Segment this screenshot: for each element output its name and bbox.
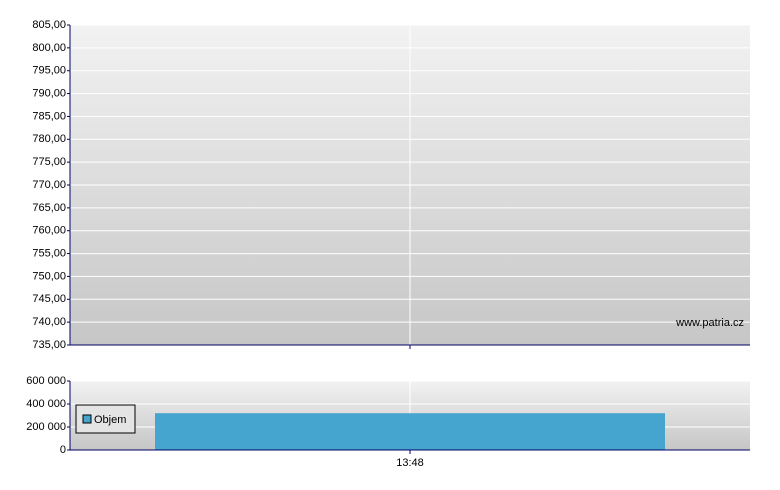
y-tick-label: 735,00 — [32, 339, 66, 351]
y-tick-label: 765,00 — [32, 202, 66, 214]
y-tick-label: 750,00 — [32, 270, 66, 282]
y-tick-label: 800,00 — [32, 42, 66, 54]
y-tick-label: 770,00 — [32, 179, 66, 191]
legend-swatch — [82, 414, 92, 424]
y-tick-label: 755,00 — [32, 247, 66, 259]
y-tick-label: 775,00 — [32, 156, 66, 168]
x-tick-label: 13:48 — [396, 457, 424, 469]
y-tick-label: 600 000 — [26, 375, 66, 387]
y-tick-label: 200 000 — [26, 421, 66, 433]
y-tick-label: 0 — [60, 444, 66, 456]
y-tick-label: 400 000 — [26, 398, 66, 410]
y-tick-label: 745,00 — [32, 293, 66, 305]
y-tick-label: 785,00 — [32, 110, 66, 122]
y-tick-label: 805,00 — [32, 19, 66, 31]
y-tick-label: 760,00 — [32, 225, 66, 237]
bar — [155, 413, 665, 450]
y-tick-label: 740,00 — [32, 316, 66, 328]
watermark: www.patria.cz — [675, 317, 744, 329]
y-tick-label: 790,00 — [32, 87, 66, 99]
legend-label: Objem — [94, 414, 126, 426]
y-tick-label: 780,00 — [32, 133, 66, 145]
y-tick-label: 795,00 — [32, 65, 66, 77]
